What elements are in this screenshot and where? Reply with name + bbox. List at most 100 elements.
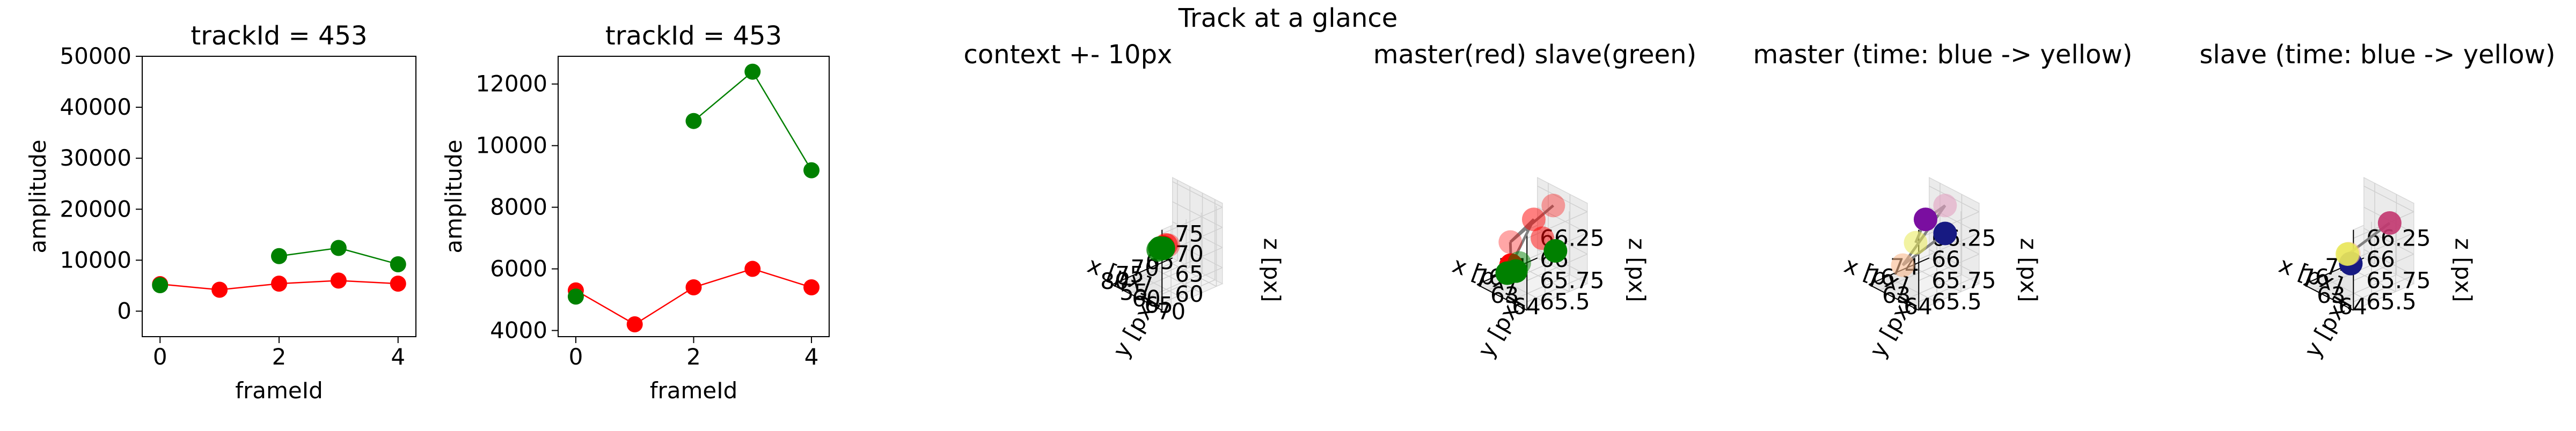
x-tick-label: 4 [804, 344, 819, 370]
grid-line [1929, 249, 1980, 276]
data-point [330, 272, 347, 289]
data-point [1913, 207, 1937, 232]
z-tick-label: 65.5 [2366, 288, 2417, 315]
z-tick-label: 65.75 [2366, 267, 2431, 293]
data-point [211, 281, 228, 298]
grid-line [2363, 249, 2414, 276]
data-point [2336, 242, 2360, 266]
y-tick-label: 0 [117, 298, 131, 324]
y-tick-label: 55 [1119, 279, 1148, 305]
figure-suptitle: Track at a glance [1178, 3, 1398, 33]
z-tick-label: 66 [2366, 246, 2395, 272]
line-chart-2: 0 2 4 4000 6000 8000 10000 12000 trackId = 453 fr… [441, 21, 830, 404]
data-point [1933, 194, 1957, 218]
y-axis-label: amplitude [441, 139, 467, 253]
grid-line [2363, 185, 2414, 212]
chart-title: slave (time: blue -> yellow) [2199, 40, 2555, 70]
z-tick-label: 65.5 [1931, 288, 1982, 315]
data-point [1498, 230, 1523, 254]
y-axis-label: y [px] [1864, 292, 1920, 362]
z-tick-label: 70 [1175, 241, 1203, 267]
y-axis-line [1868, 284, 1919, 311]
grid-line [1901, 274, 1962, 302]
y-tick-label: 70 [1157, 298, 1185, 324]
x-tick-label: 2 [686, 344, 701, 370]
grid-line [1172, 181, 1223, 208]
data-point [803, 279, 820, 296]
y-tick-label: 64 [1512, 293, 1540, 319]
y-tick-label: 40000 [60, 94, 131, 120]
line-chart-1: 0 2 4 0 10000 20000 30000 40000 50000 trackId = 4… [25, 21, 416, 404]
grid-line [1911, 265, 1962, 292]
chart-title: trackId = 453 [605, 21, 782, 51]
grid-line [1879, 263, 1941, 291]
z-tick-label: 66 [1931, 246, 1960, 272]
x-tick-label: 80 [1100, 268, 1129, 294]
grid-line [2353, 254, 2414, 281]
data-point [330, 240, 347, 256]
y-axis-line [1111, 284, 1162, 311]
grid-line [1172, 221, 1223, 248]
data-point [152, 277, 169, 293]
x-tick-label: 75 [1115, 262, 1144, 288]
grid-line [1161, 247, 1223, 274]
data-point [2377, 211, 2402, 235]
grid-line [1136, 273, 1187, 300]
grid-line [1151, 266, 1202, 294]
data-point [390, 256, 406, 272]
z-tick-label: 65.75 [1931, 267, 1996, 293]
y-axis-line [2303, 284, 2354, 311]
grid-line [1509, 274, 1570, 302]
y-tick-label: 30000 [60, 145, 131, 171]
y-tick-label: 60 [1132, 285, 1160, 311]
grid-line [2336, 274, 2397, 302]
data-point [1146, 238, 1170, 262]
grid-line [1918, 232, 1980, 260]
grid-line [1526, 254, 1588, 281]
grid-line [1166, 260, 1217, 287]
x-axis-label: frameId [235, 377, 323, 404]
data-point [1933, 221, 1957, 246]
grid-line [1117, 260, 1178, 288]
data-point [1541, 194, 1565, 218]
y-tick-label: 12000 [475, 71, 547, 97]
y-tick-label: 65 [1145, 292, 1173, 318]
series-line [575, 268, 812, 325]
data-point [685, 113, 702, 129]
z-axis-label: z [px] [2015, 238, 2041, 302]
z-axis-label: z [px] [2450, 238, 2476, 302]
grid-line [1886, 276, 1937, 303]
y-axis-label: y [px] [1108, 292, 1163, 362]
data-point [1521, 207, 1546, 232]
grid-line [1918, 254, 1980, 281]
y-axis-label: amplitude [25, 139, 51, 253]
data-point [1891, 253, 1915, 277]
grid-line [1161, 207, 1223, 234]
z-tick-label: 60 [1175, 281, 1203, 307]
z-tick-label: 65.75 [1540, 267, 1604, 293]
y-axis-label: y [px] [2299, 292, 2355, 362]
grid-line [1161, 267, 1223, 295]
grid-line [1526, 274, 1588, 302]
x-tick-label: 4 [391, 344, 405, 370]
grid-line [2353, 274, 2414, 302]
grid-line [1129, 266, 1190, 294]
grid-line [1154, 279, 1216, 307]
z-tick-label: 65 [1175, 261, 1203, 287]
y-tick-label: 63 [1882, 282, 1911, 308]
data-point [567, 288, 584, 305]
series-line [693, 70, 813, 171]
z-axis-label: z [px] [1623, 238, 1650, 302]
x-axis-label: frameId [650, 377, 738, 404]
y-tick-label: 20000 [60, 196, 131, 222]
data-point [271, 248, 287, 264]
grid-line [1141, 273, 1203, 301]
grid-line [1537, 185, 1588, 212]
y-tick-label: 4000 [490, 317, 547, 344]
data-point [390, 276, 406, 292]
z-tick-label: 65.5 [1540, 288, 1590, 315]
grid-line [1121, 280, 1172, 307]
grid-line [1172, 241, 1223, 268]
